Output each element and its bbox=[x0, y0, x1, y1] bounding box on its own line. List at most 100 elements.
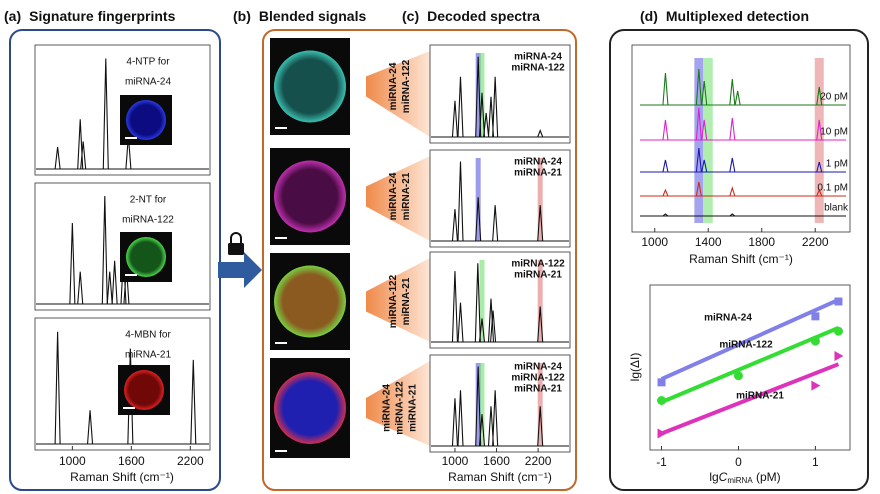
link-triangle bbox=[366, 258, 430, 342]
panel-heading: (a) Signature fingerprints bbox=[4, 8, 176, 24]
raman-peak bbox=[662, 72, 669, 106]
raman-peak bbox=[451, 209, 458, 242]
raman-peak bbox=[474, 263, 481, 343]
panel-label: (b) bbox=[233, 8, 251, 24]
target-label: miRNA-122 bbox=[388, 274, 399, 328]
raman-peak bbox=[492, 390, 499, 447]
x-axis-label: Raman Shift (cm⁻¹) bbox=[70, 470, 174, 484]
series-label: miRNA-21 bbox=[736, 391, 784, 402]
trace-label: 0.1 pM bbox=[817, 183, 848, 194]
x-axis-label-part: lg bbox=[709, 470, 718, 484]
probe-label: 2-NT for bbox=[130, 195, 167, 206]
x-tick-label: -1 bbox=[656, 455, 667, 469]
cell bbox=[274, 372, 346, 444]
raman-peak bbox=[662, 213, 669, 217]
target-label: miRNA-24 bbox=[382, 384, 393, 432]
band bbox=[475, 363, 481, 446]
raman-peak bbox=[111, 260, 118, 305]
band bbox=[479, 363, 485, 446]
raman-peak bbox=[537, 406, 544, 447]
raman-peak bbox=[816, 86, 823, 106]
raman-peak bbox=[701, 159, 708, 173]
raman-peak bbox=[77, 119, 84, 170]
raman-peak bbox=[662, 188, 669, 197]
raman-peak bbox=[695, 68, 702, 106]
spectrum-frame bbox=[429, 251, 571, 349]
legend-entry: miRNA-122 bbox=[511, 373, 565, 384]
raman-peak bbox=[478, 414, 486, 447]
raman-peak bbox=[492, 205, 499, 242]
target-label: miRNA-24 bbox=[388, 62, 399, 110]
x-tick-label: 2200 bbox=[525, 454, 552, 468]
raman-peak bbox=[734, 90, 741, 106]
panel-d-frame bbox=[609, 29, 869, 491]
x-tick-label: 1600 bbox=[118, 454, 145, 468]
raman-peak bbox=[451, 398, 459, 447]
raman-peak bbox=[54, 331, 61, 445]
fit-line bbox=[660, 298, 840, 381]
fit-line bbox=[660, 326, 840, 404]
spectrum-frame bbox=[631, 44, 851, 233]
fit-line bbox=[660, 362, 840, 436]
raman-peak bbox=[695, 107, 702, 141]
panel-heading: (d) Multiplexed detection bbox=[640, 8, 809, 24]
raman-peak bbox=[729, 213, 736, 217]
panel-label: (a) bbox=[4, 8, 21, 24]
point bbox=[657, 396, 667, 405]
cell bbox=[274, 265, 346, 338]
raman-peak bbox=[457, 76, 464, 138]
cell bbox=[126, 100, 166, 140]
panel-label: (d) bbox=[640, 8, 658, 24]
raman-peak bbox=[701, 119, 708, 141]
legend-entry: miRNA-24 bbox=[514, 362, 562, 373]
legend-entry: miRNA-21 bbox=[514, 270, 562, 281]
raman-peak bbox=[492, 76, 499, 138]
target-label: miRNA-21 bbox=[401, 172, 412, 220]
panel-title: Signature fingerprints bbox=[29, 8, 175, 24]
raman-peak bbox=[478, 318, 486, 343]
x-tick-label: 1800 bbox=[748, 235, 775, 249]
raman-peak bbox=[537, 205, 544, 242]
raman-peak bbox=[80, 141, 87, 170]
spectrum-frame bbox=[429, 44, 571, 144]
point bbox=[833, 326, 843, 336]
raman-peak bbox=[77, 271, 84, 305]
raman-peak bbox=[102, 58, 109, 170]
raman-peak bbox=[451, 271, 459, 343]
legend-entry: miRNA-122 bbox=[511, 63, 565, 74]
probe-label: 4-NTP for bbox=[126, 57, 170, 68]
raman-peak bbox=[701, 80, 708, 106]
trace-label: 20 pM bbox=[820, 92, 848, 103]
probe-label: 4-MBN for bbox=[125, 330, 171, 341]
raman-peak bbox=[457, 302, 464, 343]
x-tick-label: 1000 bbox=[442, 454, 469, 468]
x-tick-label: 2200 bbox=[802, 235, 829, 249]
legend-entry: miRNA-21 bbox=[514, 384, 562, 395]
raman-peak bbox=[729, 78, 736, 106]
panel-heading: (b) Blended signals bbox=[233, 8, 366, 24]
raman-peak bbox=[69, 223, 76, 305]
cell bbox=[274, 160, 346, 233]
panel-title: Multiplexed detection bbox=[666, 8, 809, 24]
target-label: miRNA-21 bbox=[408, 384, 419, 432]
raman-peak bbox=[816, 119, 823, 141]
raman-peak bbox=[537, 129, 544, 138]
panel-title: Blended signals bbox=[259, 8, 367, 24]
raman-peak bbox=[729, 117, 736, 141]
raman-peak bbox=[537, 306, 544, 343]
trace-label: blank bbox=[824, 203, 849, 214]
panel-title: Decoded spectra bbox=[427, 8, 540, 24]
legend-entry: miRNA-24 bbox=[514, 157, 562, 168]
raman-peak bbox=[475, 366, 482, 447]
raman-peak bbox=[729, 186, 736, 197]
raman-peak bbox=[101, 196, 108, 305]
x-tick-label: 1000 bbox=[59, 454, 86, 468]
legend-entry: miRNA-24 bbox=[514, 52, 562, 63]
target-label: miRNA-21 bbox=[401, 277, 412, 325]
x-axis-label-part: (pM) bbox=[753, 470, 781, 484]
spectrum-frame bbox=[34, 182, 211, 311]
arrow bbox=[218, 252, 262, 288]
raman-peak bbox=[695, 181, 702, 197]
x-axis-label: Raman Shift (cm⁻¹) bbox=[448, 470, 552, 484]
point bbox=[810, 336, 820, 346]
